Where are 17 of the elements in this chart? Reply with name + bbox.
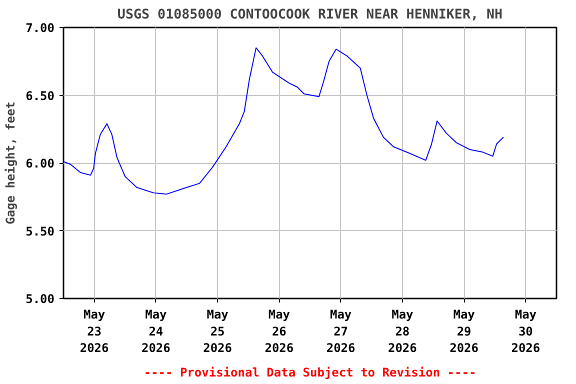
x-tick-label: May 25 2026 — [203, 308, 232, 356]
y-tick-label: 6.50 — [26, 88, 55, 103]
y-tick-label: 5.50 — [26, 224, 55, 238]
y-tick-label: 5.00 — [26, 292, 55, 306]
y-tick-label: 7.00 — [26, 21, 55, 35]
y-axis-title: Gage height, feet — [4, 102, 18, 224]
y-tick-label: 6.00 — [26, 156, 55, 170]
x-tick-label: May 28 2026 — [388, 308, 417, 356]
x-tick-label: May 24 2026 — [141, 308, 170, 356]
x-tick-label: May 23 2026 — [80, 308, 109, 356]
x-tick-label: May 27 2026 — [326, 308, 356, 356]
text: ---- Provisional Data Subject to Revision ---- — [144, 366, 476, 380]
line-series — [64, 47, 504, 195]
x-tick-label: May 30 2026 — [511, 308, 540, 356]
chart-title: USGS 01085000 CONTOOCOOK RIVER NEAR HENNIKER, NH — [117, 8, 503, 22]
x-tick-label: May 26 2026 — [264, 308, 294, 356]
x-tick-label: May 29 2026 — [450, 308, 479, 356]
